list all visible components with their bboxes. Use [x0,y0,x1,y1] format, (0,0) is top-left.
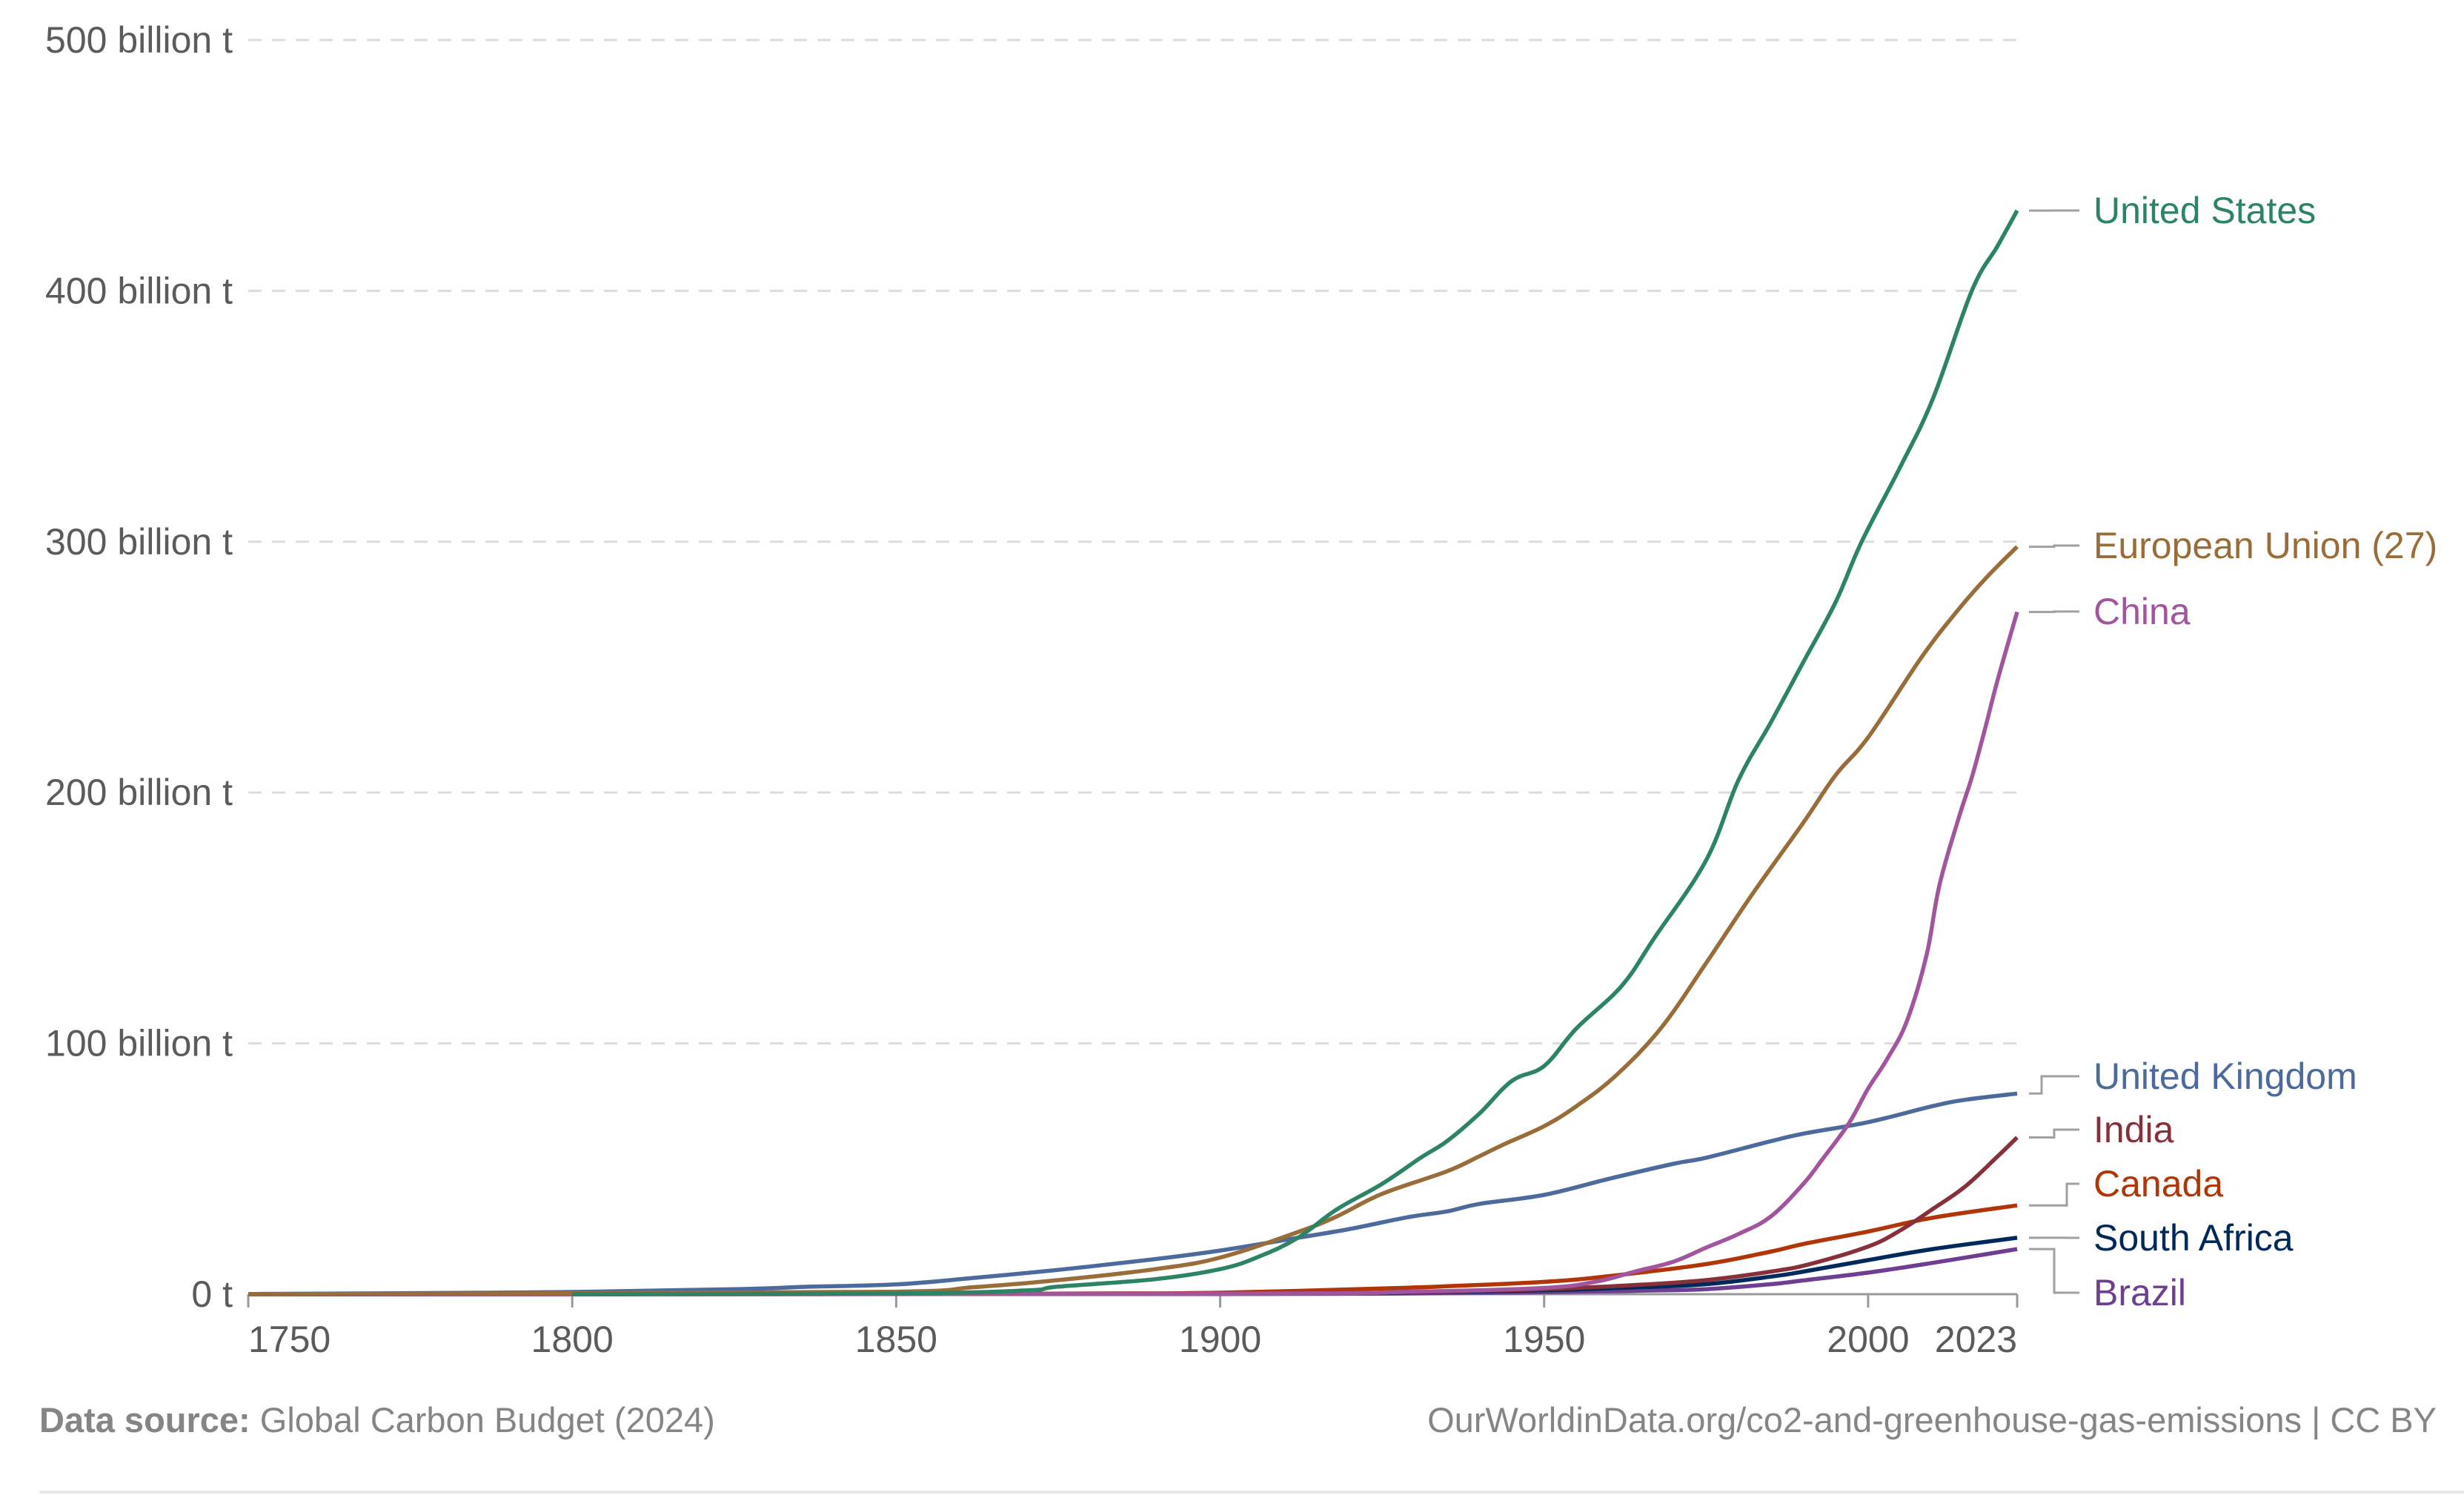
x-tick-label: 1950 [1503,1319,1585,1360]
data-source-value: Global Carbon Budget (2024) [259,1400,715,1439]
data-source: Data source: Global Carbon Budget (2024) [39,1399,715,1440]
label-connector-european-union-27 [2029,544,2079,549]
series-line-european-union-27[interactable] [248,545,2019,1296]
x-tick-label: 1850 [855,1319,937,1360]
series-label-china[interactable]: China [2093,591,2191,632]
y-tick-label: 200 billion t [45,772,233,813]
series-line-united-kingdom[interactable] [248,1091,2018,1296]
label-connector-canada [2029,1182,2079,1207]
label-connector-india [2029,1128,2079,1139]
x-tick-label: 2000 [1827,1319,1909,1360]
x-axis: 1750 1800 1850 1900 1950 2000 2023 [247,1293,2019,1360]
x-tick-label: 2023 [1935,1319,2017,1360]
x-tick-label: 1750 [248,1319,331,1360]
series-line-china[interactable] [248,611,2019,1296]
y-tick-label: 300 billion t [45,521,233,563]
y-tick-label: 400 billion t [45,270,233,311]
series-label-south-africa[interactable]: South Africa [2093,1217,2294,1259]
label-connector-brazil [2029,1247,2079,1294]
y-tick-label: 0 t [191,1273,233,1315]
series-label-india[interactable]: India [2093,1109,2174,1150]
series-line-united-states[interactable] [572,209,2019,1296]
series-label-canada[interactable]: Canada [2093,1163,2223,1205]
series-label-european-union-27[interactable]: European Union (27) [2093,525,2437,566]
y-tick-label: 500 billion t [45,19,233,61]
source-url-license[interactable]: OurWorldinData.org/co2-and-greenhouse-ga… [1427,1400,2437,1439]
series-lines [248,209,2019,1296]
label-connectors [2029,209,2079,1294]
series-label-brazil[interactable]: Brazil [2093,1272,2186,1313]
footer-divider [39,1491,2464,1494]
data-source-label: Data source: [39,1400,250,1439]
series-label-united-kingdom[interactable]: United Kingdom [2093,1056,2357,1097]
series-label-united-states[interactable]: United States [2093,190,2316,231]
x-tick-label: 1900 [1179,1319,1261,1360]
y-tick-label: 100 billion t [45,1023,233,1064]
series-labels: United States European Union (27) China Uni… [2093,190,2437,1313]
y-axis-ticks: 0 t 100 billion t 200 billion t 300 billion… [45,19,233,1315]
grid-lines [248,39,2017,1045]
x-tick-label: 1800 [531,1319,614,1360]
label-connector-united-kingdom [2029,1075,2079,1095]
